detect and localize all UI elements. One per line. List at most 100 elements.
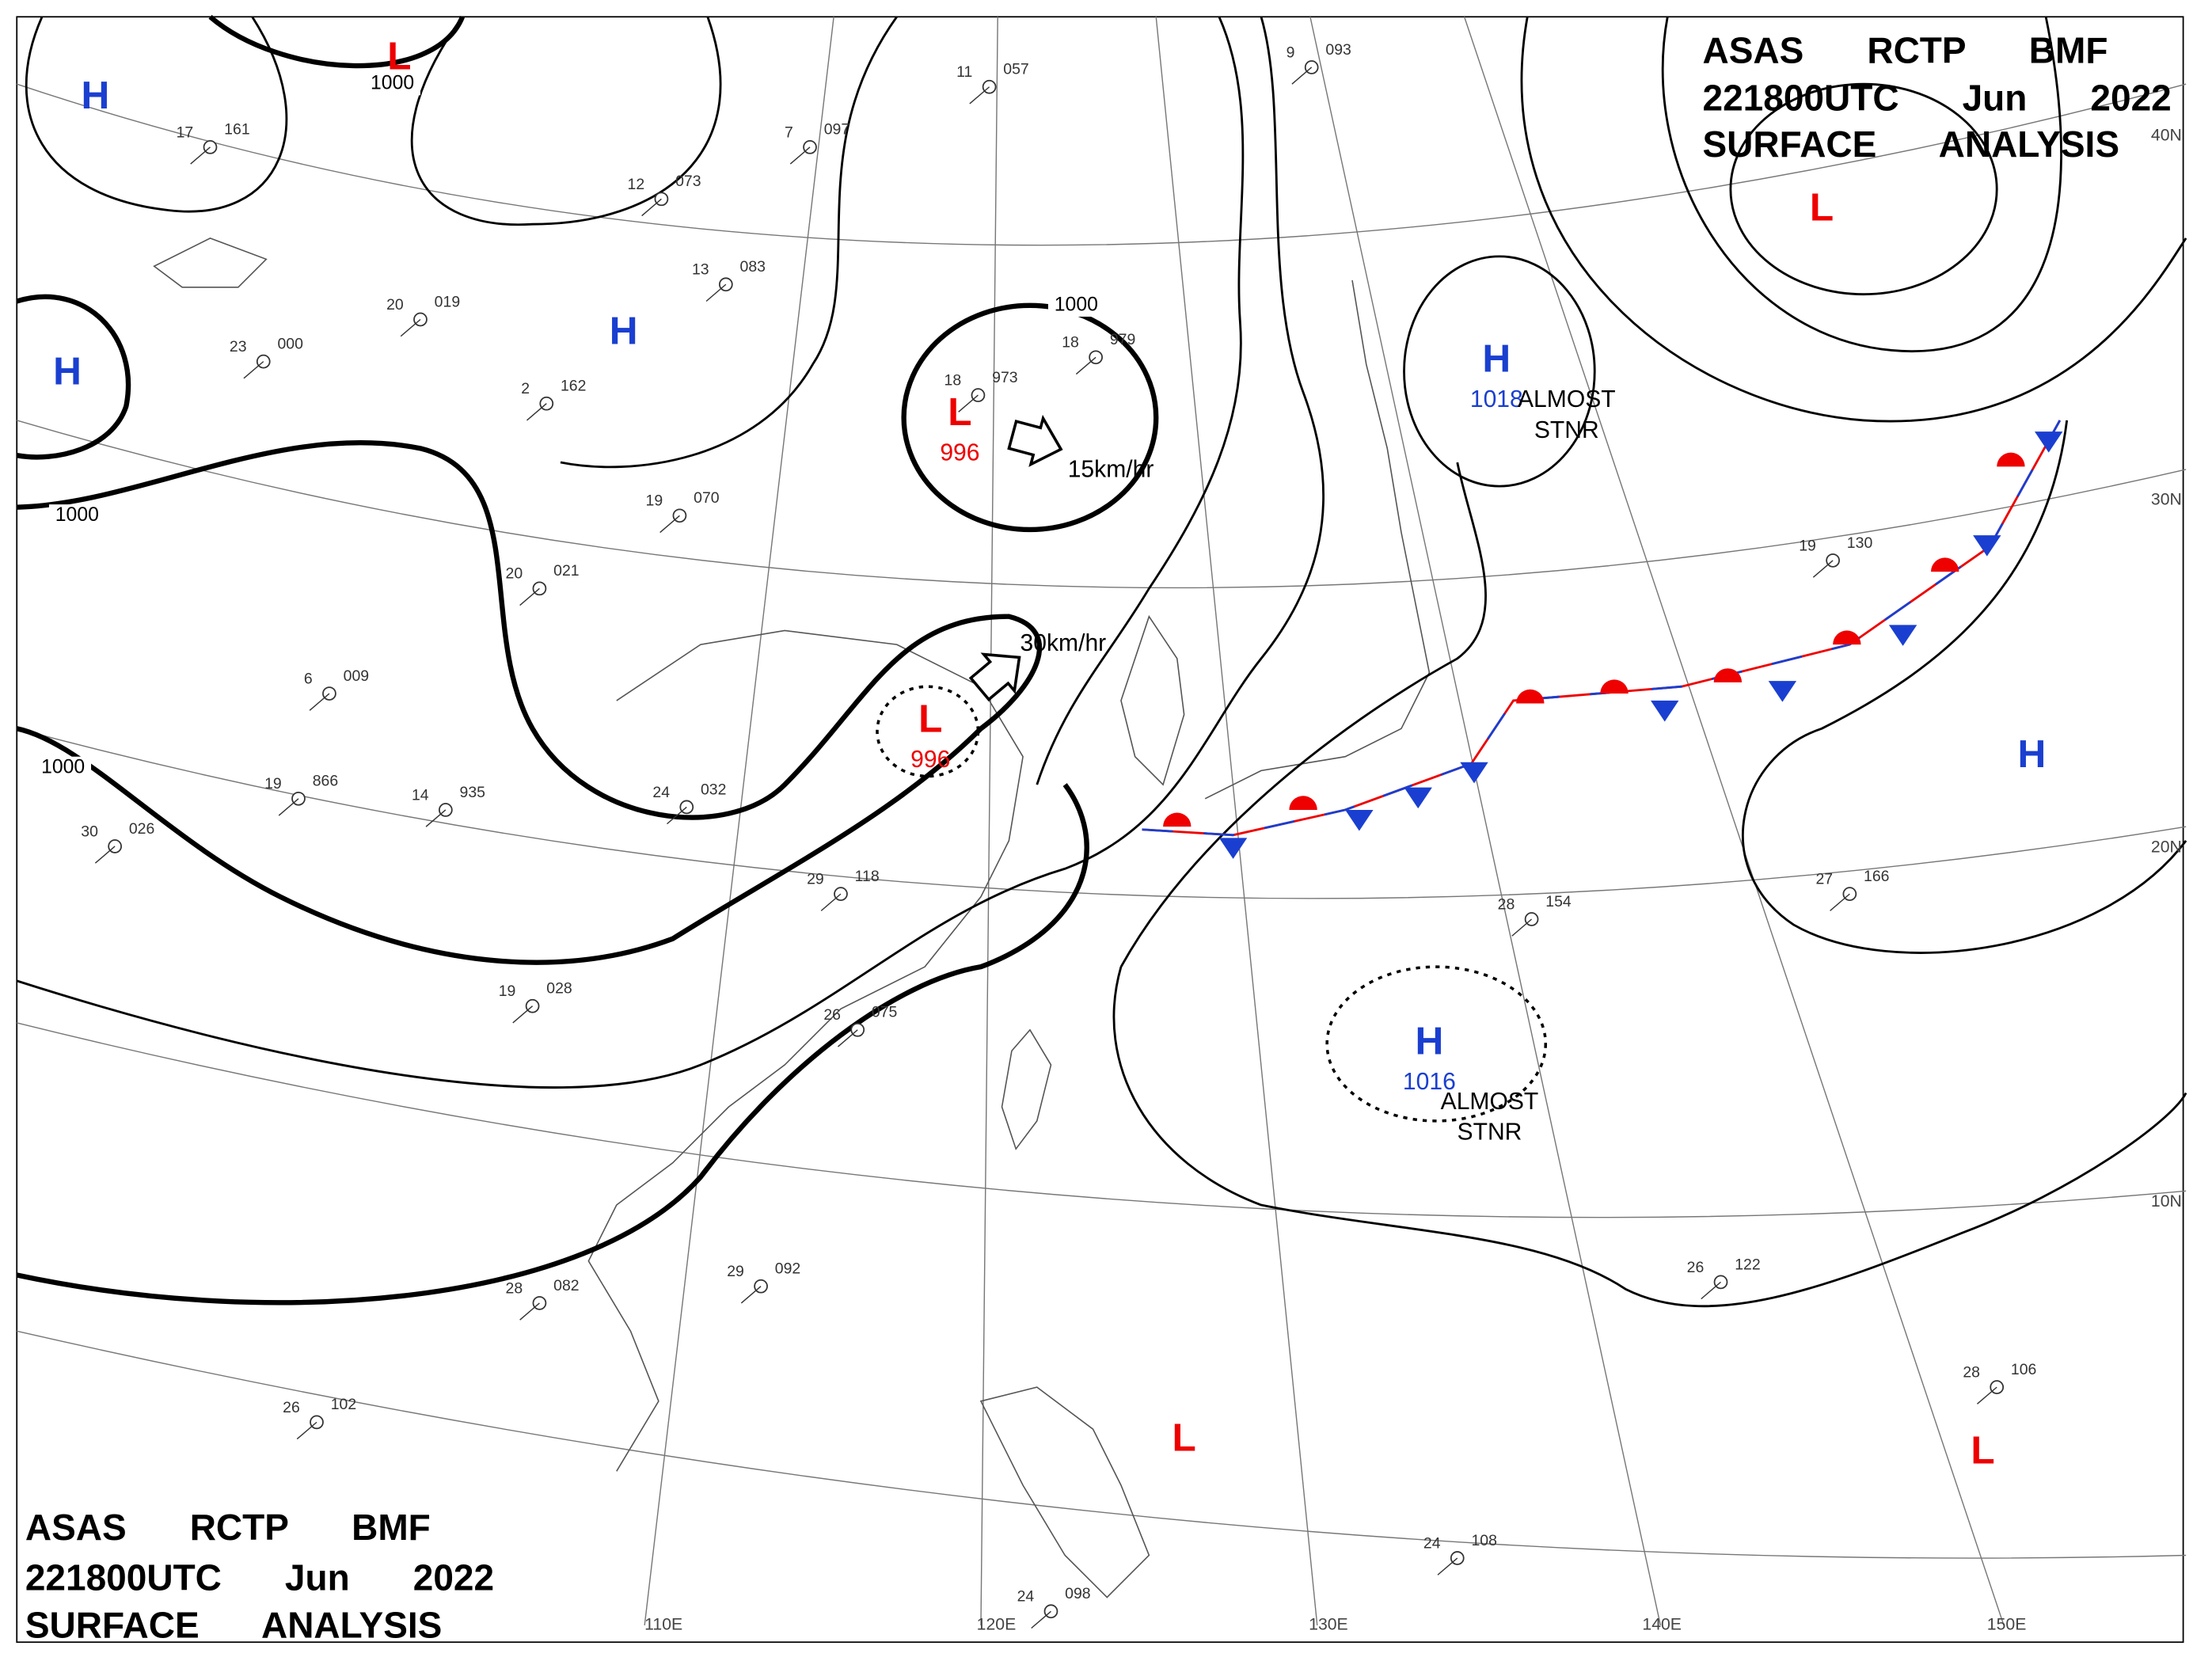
system-center: H xyxy=(1415,1019,1443,1063)
wind-barb xyxy=(519,1302,540,1321)
wind-barb xyxy=(296,1421,317,1440)
station-plot: 17 161 xyxy=(177,121,250,165)
wind-barb xyxy=(837,1029,858,1047)
isobar-label: 1000 xyxy=(55,504,99,526)
station-pressure: 979 xyxy=(1110,331,1135,348)
station-temperature: 24 xyxy=(1423,1534,1441,1552)
system-motion-note: ALMOST xyxy=(1441,1089,1539,1115)
system-center: L xyxy=(1971,1427,1994,1472)
station-temperature: 26 xyxy=(283,1399,300,1416)
station-pressure: 070 xyxy=(694,489,720,507)
station-temperature: 19 xyxy=(1799,537,1816,554)
warm-front-symbol xyxy=(1163,812,1192,827)
station-temperature: 26 xyxy=(1687,1259,1705,1276)
motion-arrow xyxy=(968,652,1021,702)
isobar-label-bg xyxy=(1047,294,1104,317)
footer-line: ASAS RCTP BMF xyxy=(25,1507,431,1548)
station-temperature: 18 xyxy=(1062,334,1079,352)
station-temperature: 19 xyxy=(264,775,282,792)
station-pressure: 108 xyxy=(1471,1532,1496,1549)
wind-barb xyxy=(526,403,547,421)
system-center: L xyxy=(387,33,411,78)
isobar xyxy=(1403,255,1596,488)
station-temperature: 28 xyxy=(1963,1364,1980,1382)
station-plot: 19 070 xyxy=(646,489,720,534)
isobar-label: 1000 xyxy=(371,73,414,94)
latitude-line xyxy=(17,420,2187,589)
isobar xyxy=(1119,462,1487,967)
latitude-label: 40N xyxy=(2151,126,2182,144)
wind-barb xyxy=(1031,1610,1051,1629)
station-plot: 26 075 xyxy=(823,1004,897,1047)
system-center: H xyxy=(1482,336,1511,381)
wind-barb xyxy=(667,806,687,825)
isobar xyxy=(1729,82,1998,296)
cold-front-symbol xyxy=(1404,787,1432,809)
isobars xyxy=(16,14,2187,1308)
station-pressure: 000 xyxy=(277,336,303,353)
system-center: H xyxy=(53,349,82,393)
cold-front-symbol xyxy=(1768,681,1797,702)
system-center: H xyxy=(2018,732,2047,776)
station-plot: 26 102 xyxy=(283,1396,356,1440)
wind-barb xyxy=(740,1286,762,1304)
warm-front-symbol xyxy=(1713,668,1743,682)
isobar xyxy=(410,16,722,226)
wind-barb xyxy=(94,846,116,864)
headers: ASAS RCTP BMF 221800UTC Jun 2022 SURFACE… xyxy=(25,29,2172,1645)
station-pressure: 082 xyxy=(553,1277,579,1294)
wind-barb xyxy=(1437,1557,1458,1575)
system-pressure: 1018 xyxy=(1470,386,1523,412)
header-line: 221800UTC Jun 2022 xyxy=(1703,78,2172,119)
wind-barb xyxy=(820,893,842,911)
system-center: L xyxy=(948,390,971,434)
system-center: L xyxy=(918,697,942,741)
wind-barb xyxy=(659,515,680,534)
isobar xyxy=(25,16,288,213)
station-plot: 19 130 xyxy=(1799,534,1872,578)
station-plot: 26 122 xyxy=(1687,1256,1761,1300)
station-temperature: 2 xyxy=(521,380,530,397)
motion-arrow xyxy=(1007,414,1063,467)
station-pressure: 057 xyxy=(1003,61,1028,78)
system-motion-note: STNR xyxy=(1534,417,1599,443)
station-pressure: 106 xyxy=(2011,1361,2036,1378)
system-motion-note: ALMOST xyxy=(1518,386,1616,412)
wind-barb xyxy=(1976,1386,1997,1404)
longitude-label: 120E xyxy=(977,1616,1017,1634)
isobar xyxy=(1112,966,2187,1308)
isobar xyxy=(901,302,1159,533)
coastline xyxy=(587,629,1024,1472)
cold-front-symbol xyxy=(2034,431,2063,453)
lake xyxy=(153,237,268,288)
longitude-label: 150E xyxy=(1987,1616,2027,1634)
station-temperature: 24 xyxy=(1017,1588,1035,1606)
wind-barb xyxy=(1701,1281,1721,1300)
system-center: L xyxy=(1810,185,1834,230)
wind-barb xyxy=(789,146,811,165)
station-temperature: 23 xyxy=(230,338,247,355)
system-center: L xyxy=(1172,1415,1195,1459)
station-plot: 18 979 xyxy=(1062,331,1135,375)
station-temperature: 14 xyxy=(412,786,429,804)
station-pressure: 102 xyxy=(331,1396,356,1413)
station-pressure: 075 xyxy=(872,1004,897,1021)
station-temperature: 29 xyxy=(807,871,824,888)
wind-barb xyxy=(309,693,330,711)
station-plot: 2 162 xyxy=(521,378,586,421)
station-temperature: 26 xyxy=(823,1006,841,1024)
cold-front-symbol xyxy=(1345,809,1374,831)
isobar-label: 1000 xyxy=(1055,294,1098,315)
station-pressure: 122 xyxy=(1735,1256,1760,1273)
wind-barb xyxy=(1812,560,1834,578)
warm-front-symbol xyxy=(1997,452,2025,467)
station-plot: 20 021 xyxy=(506,562,580,606)
station-temperature: 6 xyxy=(304,670,313,687)
system-pressure: 1016 xyxy=(1403,1069,1456,1095)
isobar-label: 1000 xyxy=(41,756,85,777)
station-temperature: 19 xyxy=(499,983,516,1000)
longitude-line xyxy=(1463,17,2005,1626)
